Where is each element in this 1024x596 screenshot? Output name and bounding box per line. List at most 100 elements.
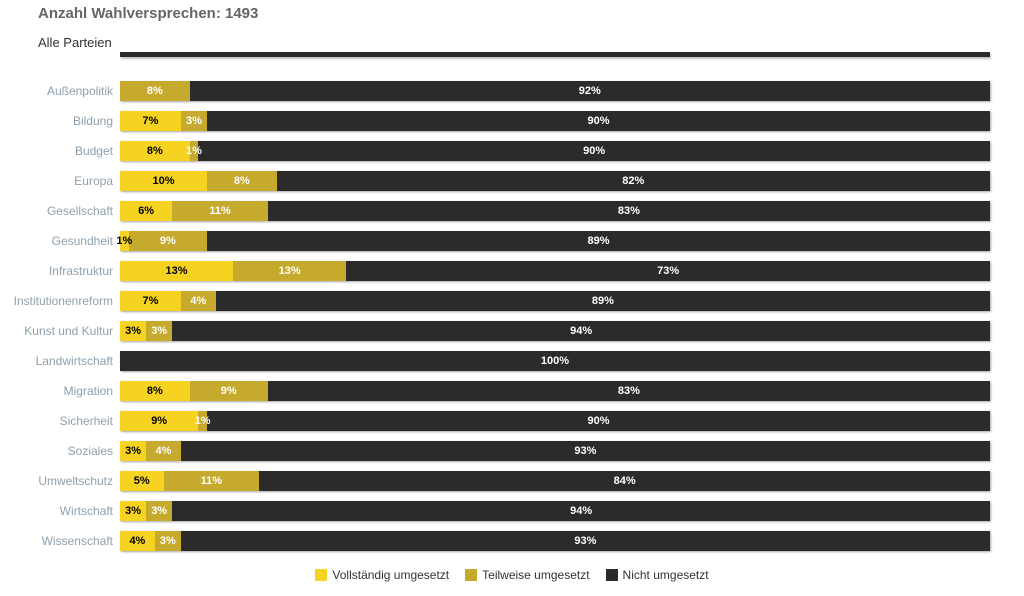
- value-label: 3%: [125, 325, 141, 337]
- chart-row: Gesundheit 1% 9% 89%: [0, 226, 1024, 256]
- bar-segment-full[interactable]: 3%: [120, 501, 147, 521]
- value-label: 13%: [278, 265, 301, 277]
- stacked-bar: 3% 3% 94%: [120, 321, 990, 341]
- category-label: Migration: [63, 384, 113, 398]
- legend: Vollständig umgesetzt Teilweise umgesetz…: [0, 568, 1024, 582]
- bar-segment-full[interactable]: 8%: [120, 141, 190, 161]
- value-label: 1%: [185, 145, 202, 157]
- value-label: 9%: [159, 235, 176, 247]
- stacked-bar: 5% 11% 84%: [120, 471, 990, 491]
- bar-segment-full[interactable]: 4%: [120, 531, 155, 551]
- bar-segment-none[interactable]: 90%: [198, 141, 990, 161]
- value-label: 90%: [583, 145, 606, 157]
- bar-segment-full[interactable]: 13%: [120, 261, 234, 281]
- bar-segment-full[interactable]: 8%: [120, 381, 190, 401]
- bar-segment-full[interactable]: 3%: [120, 321, 147, 341]
- bar-segment-none[interactable]: 73%: [346, 261, 990, 281]
- value-label: 3%: [151, 325, 168, 337]
- bar-segment-none[interactable]: 83%: [267, 201, 990, 221]
- bar-segment-none[interactable]: 90%: [206, 111, 990, 131]
- category-label: Umweltschutz: [38, 474, 113, 488]
- bar-segment-partial[interactable]: 9%: [128, 231, 207, 251]
- bar-segment-partial[interactable]: 13%: [233, 261, 347, 281]
- value-label: 94%: [570, 505, 593, 517]
- value-label: 90%: [587, 115, 610, 127]
- legend-swatch-full-icon: [315, 569, 328, 581]
- legend-item-partial[interactable]: Teilweise umgesetzt: [465, 568, 590, 582]
- stacked-bar: 7% 4% 89%: [120, 291, 990, 311]
- value-label: 1%: [116, 235, 133, 247]
- bar-segment-partial[interactable]: 9%: [189, 381, 268, 401]
- bar-segment-partial[interactable]: 3%: [180, 111, 207, 131]
- value-label: 100%: [540, 355, 570, 367]
- bar-segment-partial[interactable]: 3%: [146, 321, 173, 341]
- chart-title: Anzahl Wahlversprechen: 1493: [38, 5, 259, 22]
- category-label: Gesundheit: [51, 234, 113, 248]
- chart-row: Europa 10% 8% 82%: [0, 166, 1024, 196]
- legend-item-none[interactable]: Nicht umgesetzt: [605, 568, 709, 582]
- value-label: 83%: [617, 205, 640, 217]
- stacked-bar: 13% 13% 73%: [120, 261, 990, 281]
- bar-segment-partial[interactable]: 1%: [195, 411, 211, 431]
- value-label: 89%: [587, 235, 610, 247]
- chart-row: Sicherheit 9% 1% 90%: [0, 406, 1024, 436]
- value-label: 1%: [194, 415, 211, 427]
- chart-row: Infrastruktur 13% 13% 73%: [0, 256, 1024, 286]
- bar-segment-none[interactable]: 92%: [189, 81, 990, 101]
- value-label: 73%: [657, 265, 680, 277]
- bar-segment-partial[interactable]: 11%: [163, 471, 260, 491]
- value-label: 6%: [138, 205, 155, 217]
- bar-segment-partial[interactable]: 3%: [146, 501, 173, 521]
- value-label: 93%: [574, 535, 597, 547]
- bar-segment-none[interactable]: 93%: [180, 531, 990, 551]
- bar-segment-full[interactable]: 9%: [120, 411, 199, 431]
- legend-swatch-partial-icon: [465, 569, 478, 581]
- value-label: 11%: [209, 205, 231, 217]
- cutoff-bar-sliver: [120, 52, 990, 57]
- stacked-bar: 10% 8% 82%: [120, 171, 990, 191]
- stacked-bar: 100%: [120, 351, 990, 371]
- category-label: Wissenschaft: [41, 534, 113, 548]
- value-label: 7%: [142, 115, 159, 127]
- value-label: 83%: [617, 385, 640, 397]
- chart-row: Umweltschutz 5% 11% 84%: [0, 466, 1024, 496]
- bar-segment-none[interactable]: 93%: [180, 441, 990, 461]
- bar-segment-none[interactable]: 94%: [172, 321, 990, 341]
- bar-segment-partial[interactable]: 4%: [146, 441, 181, 461]
- bar-segment-none[interactable]: 90%: [206, 411, 990, 431]
- value-label: 3%: [151, 505, 168, 517]
- chart-row: Wissenschaft 4% 3% 93%: [0, 526, 1024, 556]
- bar-segment-none[interactable]: 83%: [267, 381, 990, 401]
- bar-segment-full[interactable]: 10%: [120, 171, 207, 191]
- bar-segment-none[interactable]: 82%: [276, 171, 990, 191]
- chart-row: Gesellschaft 6% 11% 83%: [0, 196, 1024, 226]
- value-label: 82%: [622, 175, 645, 187]
- bar-segment-none[interactable]: 89%: [215, 291, 990, 311]
- chart-row: Wirtschaft 3% 3% 94%: [0, 496, 1024, 526]
- category-label: Gesellschaft: [46, 204, 113, 218]
- bar-segment-full[interactable]: 1%: [116, 231, 132, 251]
- value-label: 8%: [146, 145, 163, 157]
- bar-segment-full[interactable]: 6%: [120, 201, 173, 221]
- bar-segment-partial[interactable]: 3%: [154, 531, 181, 551]
- legend-swatch-none-icon: [605, 569, 618, 581]
- bar-segment-partial[interactable]: 8%: [207, 171, 277, 191]
- bar-segment-none[interactable]: 84%: [259, 471, 990, 491]
- bar-segment-full[interactable]: 5%: [120, 471, 164, 491]
- value-label: 11%: [200, 475, 223, 487]
- bar-segment-full[interactable]: 7%: [120, 111, 181, 131]
- legend-item-full[interactable]: Vollständig umgesetzt: [315, 568, 449, 582]
- value-label: 9%: [220, 385, 237, 397]
- value-label: 13%: [165, 265, 188, 277]
- bar-segment-none[interactable]: 94%: [172, 501, 990, 521]
- bar-segment-full[interactable]: 7%: [120, 291, 181, 311]
- bar-segment-partial[interactable]: 8%: [120, 81, 190, 101]
- category-label: Sicherheit: [59, 414, 113, 428]
- bar-segment-partial[interactable]: 4%: [180, 291, 216, 311]
- bar-segment-none[interactable]: 100%: [120, 351, 990, 371]
- bar-segment-full[interactable]: 3%: [120, 441, 147, 461]
- value-label: 4%: [190, 295, 207, 307]
- bar-segment-partial[interactable]: 1%: [186, 141, 202, 161]
- bar-segment-partial[interactable]: 11%: [172, 201, 268, 221]
- bar-segment-none[interactable]: 89%: [206, 231, 990, 251]
